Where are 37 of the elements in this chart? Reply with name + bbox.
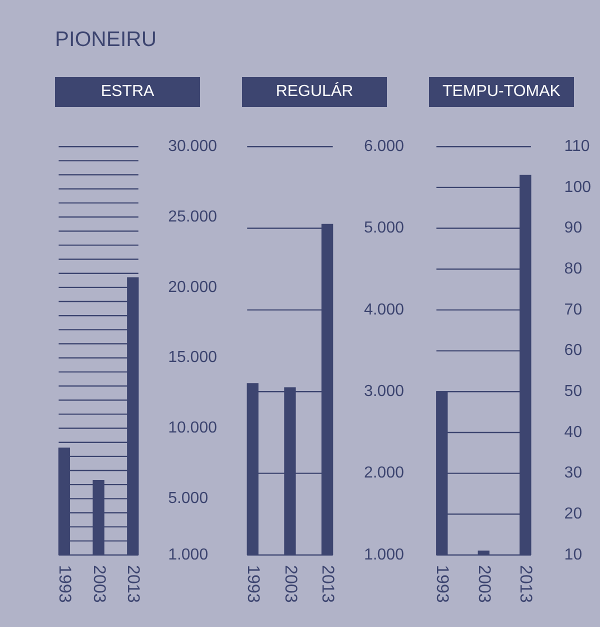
y-tick-label: 70: [564, 301, 582, 318]
y-tick-label: 30: [564, 464, 582, 482]
y-tick-label: 80: [564, 260, 582, 278]
x-tick-label: 2013: [124, 565, 144, 603]
y-tick-label: 2.000: [364, 464, 404, 482]
x-tick-label: 1993: [244, 565, 263, 603]
x-tick-label: 2013: [516, 565, 536, 603]
y-tick-label: 5.000: [364, 220, 404, 237]
y-tick-label: 10: [564, 546, 582, 564]
y-tick-label: 20: [564, 506, 582, 523]
chart-subtitle: ESTRA: [55, 77, 200, 107]
x-tick-label: 1993: [433, 565, 452, 603]
y-tick-label: 90: [564, 220, 582, 237]
x-tick-label: 2013: [318, 565, 338, 603]
chart-title: PIONEIRU: [55, 28, 157, 52]
y-tick-label: 5.000: [168, 490, 208, 508]
chart-subtitle: TEMPU-TOMAK: [429, 77, 574, 107]
x-tick-label: 2003: [281, 565, 300, 603]
y-tick-label: 110: [564, 138, 590, 156]
y-tick-label: 3.000: [364, 383, 404, 400]
y-tick-label: 1.000: [168, 546, 208, 564]
y-tick-label: 50: [564, 383, 582, 400]
y-tick-label: 1.000: [364, 546, 404, 564]
x-tick-label: 2003: [474, 565, 494, 603]
y-tick-label: 30.000: [168, 138, 218, 156]
chart-subtitle: REGULÁR: [242, 77, 387, 107]
y-tick-label: 6.000: [364, 138, 404, 156]
y-tick-label: 25.000: [168, 208, 218, 226]
y-tick-label: 4.000: [364, 301, 404, 318]
y-tick-label: 20.000: [168, 278, 218, 296]
y-tick-label: 100: [564, 178, 592, 196]
y-tick-label: 10.000: [168, 420, 218, 437]
y-tick-label: 60: [564, 342, 582, 360]
y-tick-label: 40: [564, 424, 582, 441]
x-tick-label: 1993: [55, 565, 74, 603]
y-tick-label: 15.000: [168, 349, 218, 366]
x-tick-label: 2003: [90, 565, 109, 603]
